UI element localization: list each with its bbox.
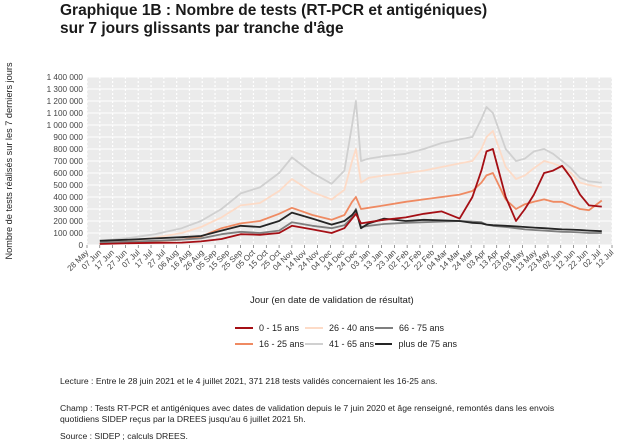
legend-swatch xyxy=(235,327,253,329)
x-axis-label: Jour (en date de validation de résultat) xyxy=(250,295,414,306)
legend-item: 66 - 75 ans xyxy=(375,323,457,333)
legend-item: 26 - 40 ans xyxy=(305,323,375,333)
legend-swatch xyxy=(375,327,393,329)
series-line-41-65-ans xyxy=(99,100,602,242)
y-tick-label: 1 300 000 xyxy=(47,85,84,94)
y-tick-label: 700 000 xyxy=(53,157,83,166)
legend-label: 41 - 65 ans xyxy=(329,339,375,349)
series-line-16-25-ans xyxy=(99,172,603,245)
y-tick-label: 200 000 xyxy=(53,217,83,226)
legend-label: plus de 75 ans xyxy=(398,339,457,349)
legend-label: 0 - 15 ans xyxy=(259,323,300,333)
series-line-plus-de-75-ans xyxy=(99,209,602,242)
legend: 0 - 15 ans 26 - 40 ans 66 - 75 ans 16 - 25 … xyxy=(235,323,457,349)
legend-item: plus de 75 ans xyxy=(375,339,457,349)
y-tick-label: 1 200 000 xyxy=(47,97,84,106)
y-tick-label: 1 000 000 xyxy=(47,121,84,130)
legend-swatch xyxy=(235,343,253,345)
legend-item: 0 - 15 ans xyxy=(235,323,305,333)
y-tick-label: 1 400 000 xyxy=(47,73,84,82)
note-champ: Champ : Tests RT-PCR et antigéniques ave… xyxy=(60,403,555,424)
chart-title-line-1: Graphique 1B : Nombre de tests (RT-PCR e… xyxy=(60,2,488,19)
y-tick-label: 800 000 xyxy=(53,145,83,154)
legend-swatch xyxy=(305,343,323,345)
y-axis-label: Nombre de tests réalisés sur les 7 derni… xyxy=(4,62,14,260)
line-chart: 0 100 000 200 000 300 000 400 000 500 000 600 … xyxy=(4,62,616,273)
legend-item: 16 - 25 ans xyxy=(235,339,305,349)
series-line-0-15-ans xyxy=(99,148,602,245)
chart-title: Graphique 1B : Nombre de tests (RT-PCR e… xyxy=(60,2,487,38)
y-tick-label: 300 000 xyxy=(53,205,83,214)
legend-label: 66 - 75 ans xyxy=(399,323,445,333)
y-tick-label: 400 000 xyxy=(53,193,83,202)
legend-label: 26 - 40 ans xyxy=(329,323,375,333)
y-tick-label: 900 000 xyxy=(53,133,83,142)
legend-grid: 0 - 15 ans 26 - 40 ans 66 - 75 ans 16 - 25 … xyxy=(235,323,457,349)
y-tick-label: 0 xyxy=(78,241,83,250)
note-source: Source : SIDEP ; calculs DREES. xyxy=(60,431,188,441)
series-line-26-40-ans xyxy=(99,130,602,244)
chart-title-line-2: sur 7 jours glissants par tranche d'âge xyxy=(60,20,344,37)
y-tick-label: 500 000 xyxy=(53,181,83,190)
y-tick-label: 600 000 xyxy=(53,169,83,178)
legend-item: 41 - 65 ans xyxy=(305,339,375,349)
legend-swatch xyxy=(305,327,323,329)
note-lecture: Lecture : Entre le 28 juin 2021 et le 4 … xyxy=(60,376,438,386)
y-tick-label: 100 000 xyxy=(53,229,83,238)
series-line-66-75-ans xyxy=(99,208,602,244)
y-tick-label: 1 100 000 xyxy=(47,109,84,118)
legend-swatch xyxy=(375,343,393,345)
legend-label: 16 - 25 ans xyxy=(259,339,305,349)
